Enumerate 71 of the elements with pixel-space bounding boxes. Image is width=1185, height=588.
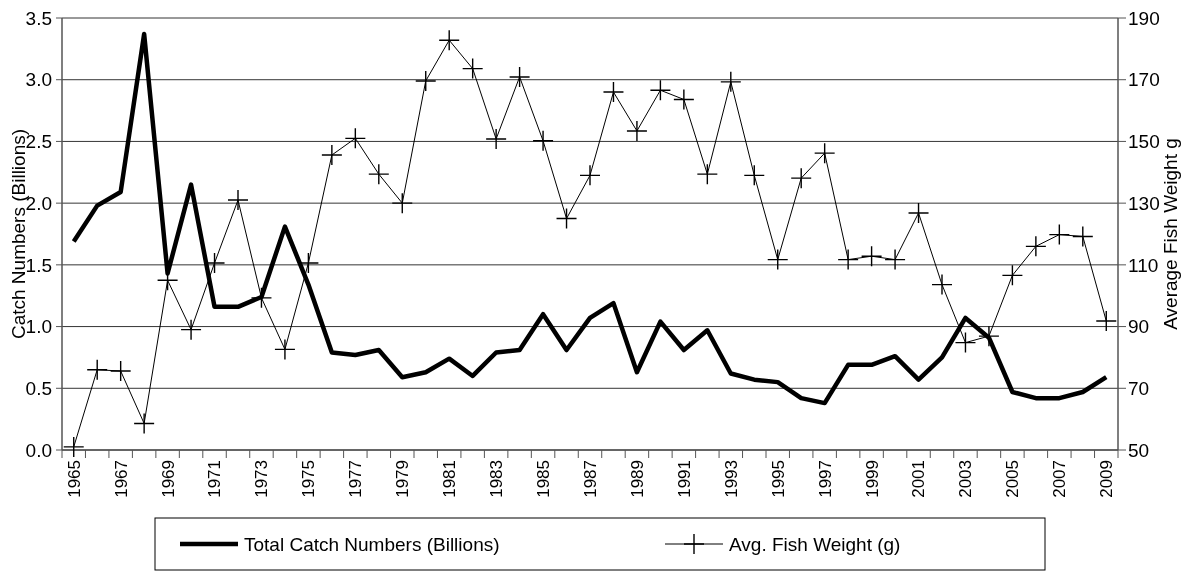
y-tick-label: 1.5 [25, 254, 52, 276]
x-tick-label: 1993 [721, 460, 741, 498]
point [251, 287, 272, 308]
point [1025, 236, 1046, 257]
y2-tick-label: 90 [1128, 316, 1150, 338]
point [368, 164, 389, 185]
x-tick-label: 1969 [158, 460, 178, 498]
x-tick-label: 2009 [1097, 460, 1117, 498]
x-tick-label: 1965 [64, 460, 84, 498]
x-tick-label: 2007 [1050, 460, 1070, 498]
point [838, 249, 859, 270]
y2-tick-label: 150 [1128, 131, 1160, 153]
x-tick-label: 1987 [580, 460, 600, 498]
x-tick-label: 1981 [440, 460, 460, 498]
x-tick-label: 2005 [1003, 460, 1023, 498]
legend-label: Avg. Fish Weight (g) [729, 533, 901, 555]
point [791, 168, 812, 189]
y-tick-label: 0.5 [25, 377, 52, 399]
point [885, 249, 906, 270]
point [486, 128, 507, 149]
y-tick-label: 1.0 [25, 316, 52, 338]
point [228, 190, 248, 211]
point [134, 413, 155, 434]
point [181, 319, 202, 340]
point [1096, 311, 1117, 332]
point [814, 143, 835, 164]
y2-tick-label: 50 [1128, 439, 1150, 461]
y-tick-label: 3.5 [25, 7, 52, 29]
point [298, 253, 319, 274]
x-tick-label: 1975 [299, 460, 319, 498]
x-tick-label: 1997 [815, 460, 835, 498]
y-tick-label: 3.0 [25, 69, 52, 91]
x-tick-label: 1989 [627, 460, 647, 498]
y-tick-label: 0.0 [25, 439, 52, 461]
x-tick-label: 1985 [534, 460, 554, 498]
point [1072, 226, 1093, 247]
x-tick-label: 2001 [909, 460, 929, 498]
point [533, 130, 554, 151]
x-tick-label: 1983 [487, 460, 507, 498]
y2-tick-label: 130 [1128, 192, 1160, 214]
x-tick-label: 1995 [768, 460, 788, 498]
point [63, 436, 84, 457]
x-tick-label: 1977 [346, 460, 366, 498]
point [415, 70, 436, 91]
point [932, 274, 952, 295]
x-tick-label: 1991 [674, 460, 694, 498]
point [626, 120, 647, 141]
point [673, 89, 694, 110]
point [720, 71, 741, 92]
point [603, 82, 624, 103]
point [392, 193, 413, 214]
point [580, 165, 600, 186]
x-tick-label: 1971 [205, 460, 225, 498]
y2-tick-label: 190 [1128, 7, 1160, 29]
x-tick-label: 1999 [862, 460, 882, 498]
x-tick-label: 2003 [956, 460, 976, 498]
point [908, 203, 929, 224]
y2-tick-label: 170 [1128, 69, 1160, 91]
x-tick-label: 1979 [393, 460, 413, 498]
y2-tick-label: 70 [1128, 377, 1150, 399]
legend-label: Total Catch Numbers (Billions) [244, 533, 500, 555]
point [110, 361, 131, 382]
point [978, 326, 999, 347]
x-tick-label: 1967 [111, 460, 131, 498]
point [321, 145, 342, 166]
point [274, 339, 295, 360]
point [509, 66, 530, 87]
point [697, 164, 718, 185]
x-tick-label: 1973 [252, 460, 272, 498]
y2-axis-title: Average Fish Weight g [1159, 138, 1181, 330]
y2-tick-label: 110 [1128, 254, 1159, 276]
